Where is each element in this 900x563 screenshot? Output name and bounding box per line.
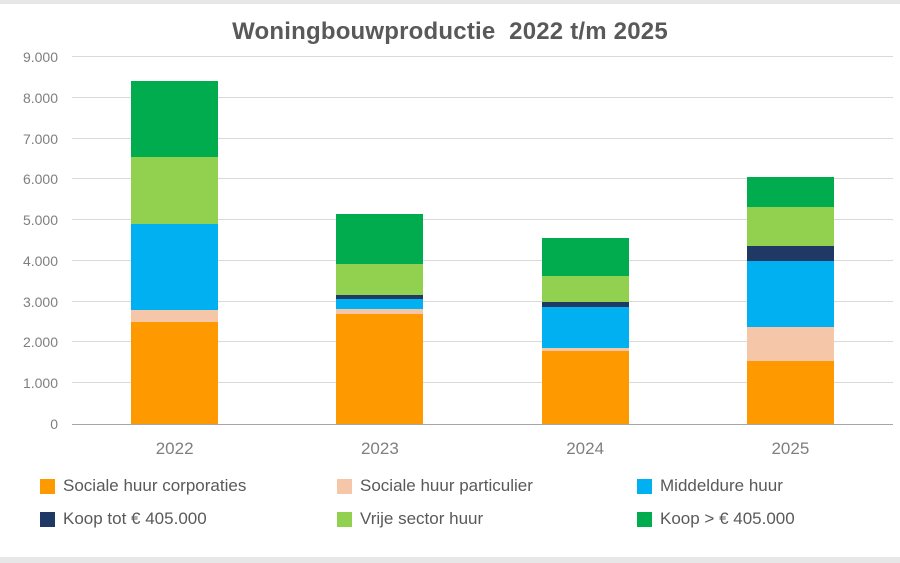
x-tick-label: 2025 (771, 439, 810, 458)
gridline (72, 178, 893, 180)
legend-item: Koop > € 405.000 (637, 510, 795, 528)
legend-label: Vrije sector huur (360, 509, 484, 528)
legend-label: Sociale huur corporaties (63, 476, 247, 495)
bar-segment (336, 298, 424, 309)
bar-segment (746, 360, 834, 424)
y-tick-label: 1.000 (22, 375, 58, 392)
gridline (72, 382, 893, 384)
bar-segment (541, 302, 629, 307)
y-tick-label: 5.000 (22, 212, 58, 229)
legend-item: Koop tot € 405.000 (40, 510, 207, 528)
bar-segment (541, 348, 629, 351)
bar-segment (131, 81, 219, 157)
legend-swatch-icon (40, 478, 55, 494)
bar-segment (336, 313, 424, 424)
stacked-bar-2025 (746, 177, 834, 424)
bar-segment (336, 294, 424, 299)
legend-swatch-icon (337, 511, 352, 527)
bar-segment (746, 327, 834, 361)
bar-segment (131, 309, 219, 323)
legend-label: Koop > € 405.000 (660, 509, 795, 528)
stacked-bar-2024 (541, 238, 629, 424)
y-tick-label: 4.000 (22, 252, 58, 269)
bar-segment (131, 322, 219, 424)
bar-segment (336, 213, 424, 265)
bar-segment (746, 260, 834, 328)
bar-segment (131, 224, 219, 310)
legend-label: Koop tot € 405.000 (63, 509, 207, 528)
gridline (72, 259, 893, 261)
gridline (72, 300, 893, 302)
bar-segment (336, 309, 424, 314)
legend-swatch-icon (40, 511, 55, 527)
bar-segment (746, 206, 834, 246)
bottom-border-band (0, 557, 900, 563)
bar-segment (746, 245, 834, 261)
legend-item: Sociale huur corporaties (40, 477, 246, 495)
top-border-band (0, 0, 900, 4)
gridline (72, 96, 893, 98)
gridline (72, 341, 893, 343)
legend-item: Sociale huur particulier (337, 477, 533, 495)
plot-area (72, 56, 893, 425)
legend-item: Vrije sector huur (337, 510, 483, 528)
bar-segment (541, 306, 629, 349)
legend-swatch-icon (337, 478, 352, 494)
x-tick-label: 2022 (155, 439, 194, 458)
x-axis-line (72, 424, 893, 425)
bar-segment (541, 275, 629, 303)
chart-title: Woningbouwproductie 2022 t/m 2025 (232, 18, 668, 45)
gridline (72, 137, 893, 139)
legend-item: Middeldure huur (637, 477, 783, 495)
legend-swatch-icon (637, 511, 652, 527)
y-tick-label: 6.000 (22, 171, 58, 188)
x-tick-label: 2024 (566, 439, 605, 458)
gridline (72, 56, 893, 57)
y-tick-label: 8.000 (22, 89, 58, 106)
stacked-bar-2023 (336, 213, 424, 424)
gridline (72, 219, 893, 221)
bar-segment (746, 177, 834, 207)
bar-segment (336, 264, 424, 295)
y-tick-label: 3.000 (22, 293, 58, 310)
y-tick-label: 2.000 (22, 334, 58, 351)
legend-swatch-icon (637, 478, 652, 494)
bar-segment (541, 350, 629, 424)
bar-segment (131, 156, 219, 225)
bar-segment (541, 238, 629, 276)
stacked-bar-2022 (131, 81, 219, 424)
y-tick-label: 9.000 (22, 49, 58, 65)
y-tick-label: 7.000 (22, 130, 58, 147)
y-tick-label: 0 (50, 416, 58, 432)
legend-label: Middeldure huur (660, 476, 783, 495)
x-tick-label: 2023 (360, 439, 399, 458)
legend-label: Sociale huur particulier (360, 476, 533, 495)
